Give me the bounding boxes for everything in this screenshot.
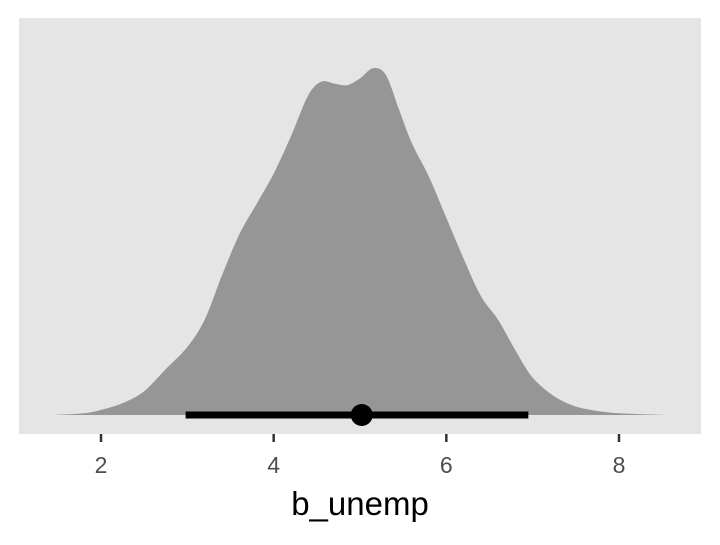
x-tick-label: 8 — [613, 452, 626, 478]
x-tick-label: 6 — [440, 452, 453, 478]
x-axis-ticks: 2 4 6 8 — [95, 434, 626, 478]
x-axis-title: b_unemp — [291, 485, 429, 522]
density-area — [53, 68, 671, 415]
x-tick-label: 2 — [95, 452, 108, 478]
point-estimate — [350, 404, 373, 426]
x-tick-label: 4 — [267, 452, 280, 478]
